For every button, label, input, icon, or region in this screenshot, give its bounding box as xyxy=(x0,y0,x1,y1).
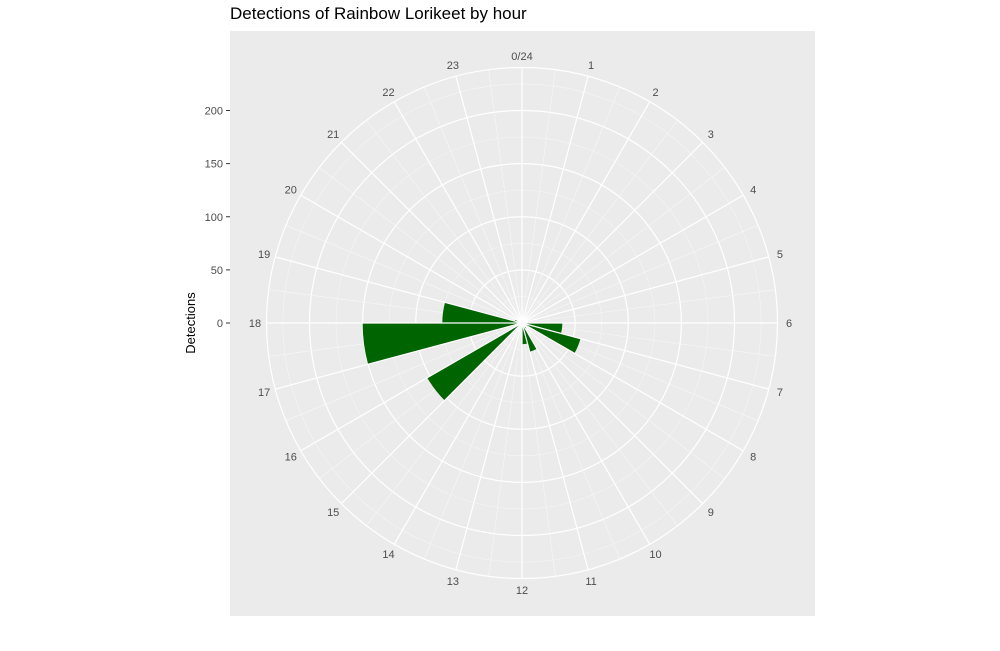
minor-spoke xyxy=(366,120,523,324)
minor-spoke xyxy=(521,322,620,559)
minor-spoke xyxy=(424,87,523,324)
minor-spoke xyxy=(488,322,523,576)
y-tick-label: 150 xyxy=(205,159,223,171)
bar-hour-15 xyxy=(427,323,522,401)
major-spoke xyxy=(455,322,523,570)
major-spoke xyxy=(521,322,589,570)
y-tick-label: 200 xyxy=(205,106,223,118)
minor-spoke xyxy=(521,70,556,324)
minor-spoke xyxy=(488,70,523,324)
y-tick-label: 50 xyxy=(211,265,223,277)
major-spoke xyxy=(393,322,523,545)
hour-label: 21 xyxy=(327,129,339,141)
major-spoke xyxy=(521,322,769,390)
hour-label: 15 xyxy=(327,507,339,519)
y-tick-label: 0 xyxy=(217,318,223,330)
hour-label: 7 xyxy=(777,387,783,399)
major-spoke xyxy=(300,194,523,324)
hour-label: 14 xyxy=(382,549,394,561)
minor-spoke xyxy=(521,322,725,479)
major-spoke xyxy=(521,256,769,324)
minor-spoke xyxy=(521,87,620,324)
hour-label: 13 xyxy=(447,576,459,588)
major-spoke xyxy=(341,322,523,504)
outer-grid-circle xyxy=(265,66,779,580)
minor-spoke xyxy=(424,322,523,559)
major-spoke xyxy=(521,322,744,452)
y-axis: 0 50 100 150 200 xyxy=(205,106,230,330)
hour-label: 3 xyxy=(708,129,714,141)
hour-label: 19 xyxy=(258,249,270,261)
minor-spoke xyxy=(521,167,725,324)
hour-label: 10 xyxy=(649,549,661,561)
major-spoke xyxy=(393,101,523,324)
major-spoke xyxy=(521,194,744,324)
y-axis-title: Detections xyxy=(183,292,198,354)
minor-spoke xyxy=(366,322,523,526)
minor-spoke xyxy=(521,322,556,576)
minor-spoke xyxy=(286,322,523,421)
major-spoke xyxy=(521,101,651,324)
major-spoke xyxy=(341,142,523,324)
hour-label: 6 xyxy=(786,318,792,330)
major-spoke xyxy=(275,322,523,390)
hour-label: 1 xyxy=(588,60,594,72)
hour-label: 23 xyxy=(447,60,459,72)
major-spoke xyxy=(521,142,703,324)
major-spoke xyxy=(275,256,523,324)
hour-label: 8 xyxy=(750,452,756,464)
y-tick-label: 100 xyxy=(205,212,223,224)
hour-labels: 0/24123456789101112131415161718192021222… xyxy=(249,51,792,597)
hour-label: 20 xyxy=(285,185,297,197)
major-spoke xyxy=(521,322,703,504)
hour-label: 22 xyxy=(382,87,394,99)
minor-spoke xyxy=(521,289,775,324)
hour-label: 11 xyxy=(585,576,596,588)
minor-spoke xyxy=(286,225,523,324)
major-spoke xyxy=(521,76,589,324)
chart-title: Detections of Rainbow Lorikeet by hour xyxy=(230,4,527,23)
hour-label: 4 xyxy=(750,185,756,197)
hour-label: 0/24 xyxy=(511,51,532,63)
hour-label: 2 xyxy=(652,87,658,99)
minor-spoke xyxy=(319,167,523,324)
minor-spoke xyxy=(521,322,775,357)
hour-label: 9 xyxy=(708,507,714,519)
hour-label: 18 xyxy=(249,318,261,330)
minor-spoke xyxy=(521,120,678,324)
hour-label: 5 xyxy=(777,249,783,261)
major-spoke xyxy=(300,322,523,452)
major-spoke xyxy=(455,76,523,324)
minor-spoke xyxy=(521,322,678,526)
hour-label: 17 xyxy=(258,387,270,399)
major-spoke xyxy=(521,322,651,545)
bar-hour-7 xyxy=(522,323,581,354)
hour-label: 16 xyxy=(285,452,297,464)
minor-spoke xyxy=(521,225,758,324)
hour-label: 12 xyxy=(516,585,528,597)
hour-spokes xyxy=(267,68,777,578)
